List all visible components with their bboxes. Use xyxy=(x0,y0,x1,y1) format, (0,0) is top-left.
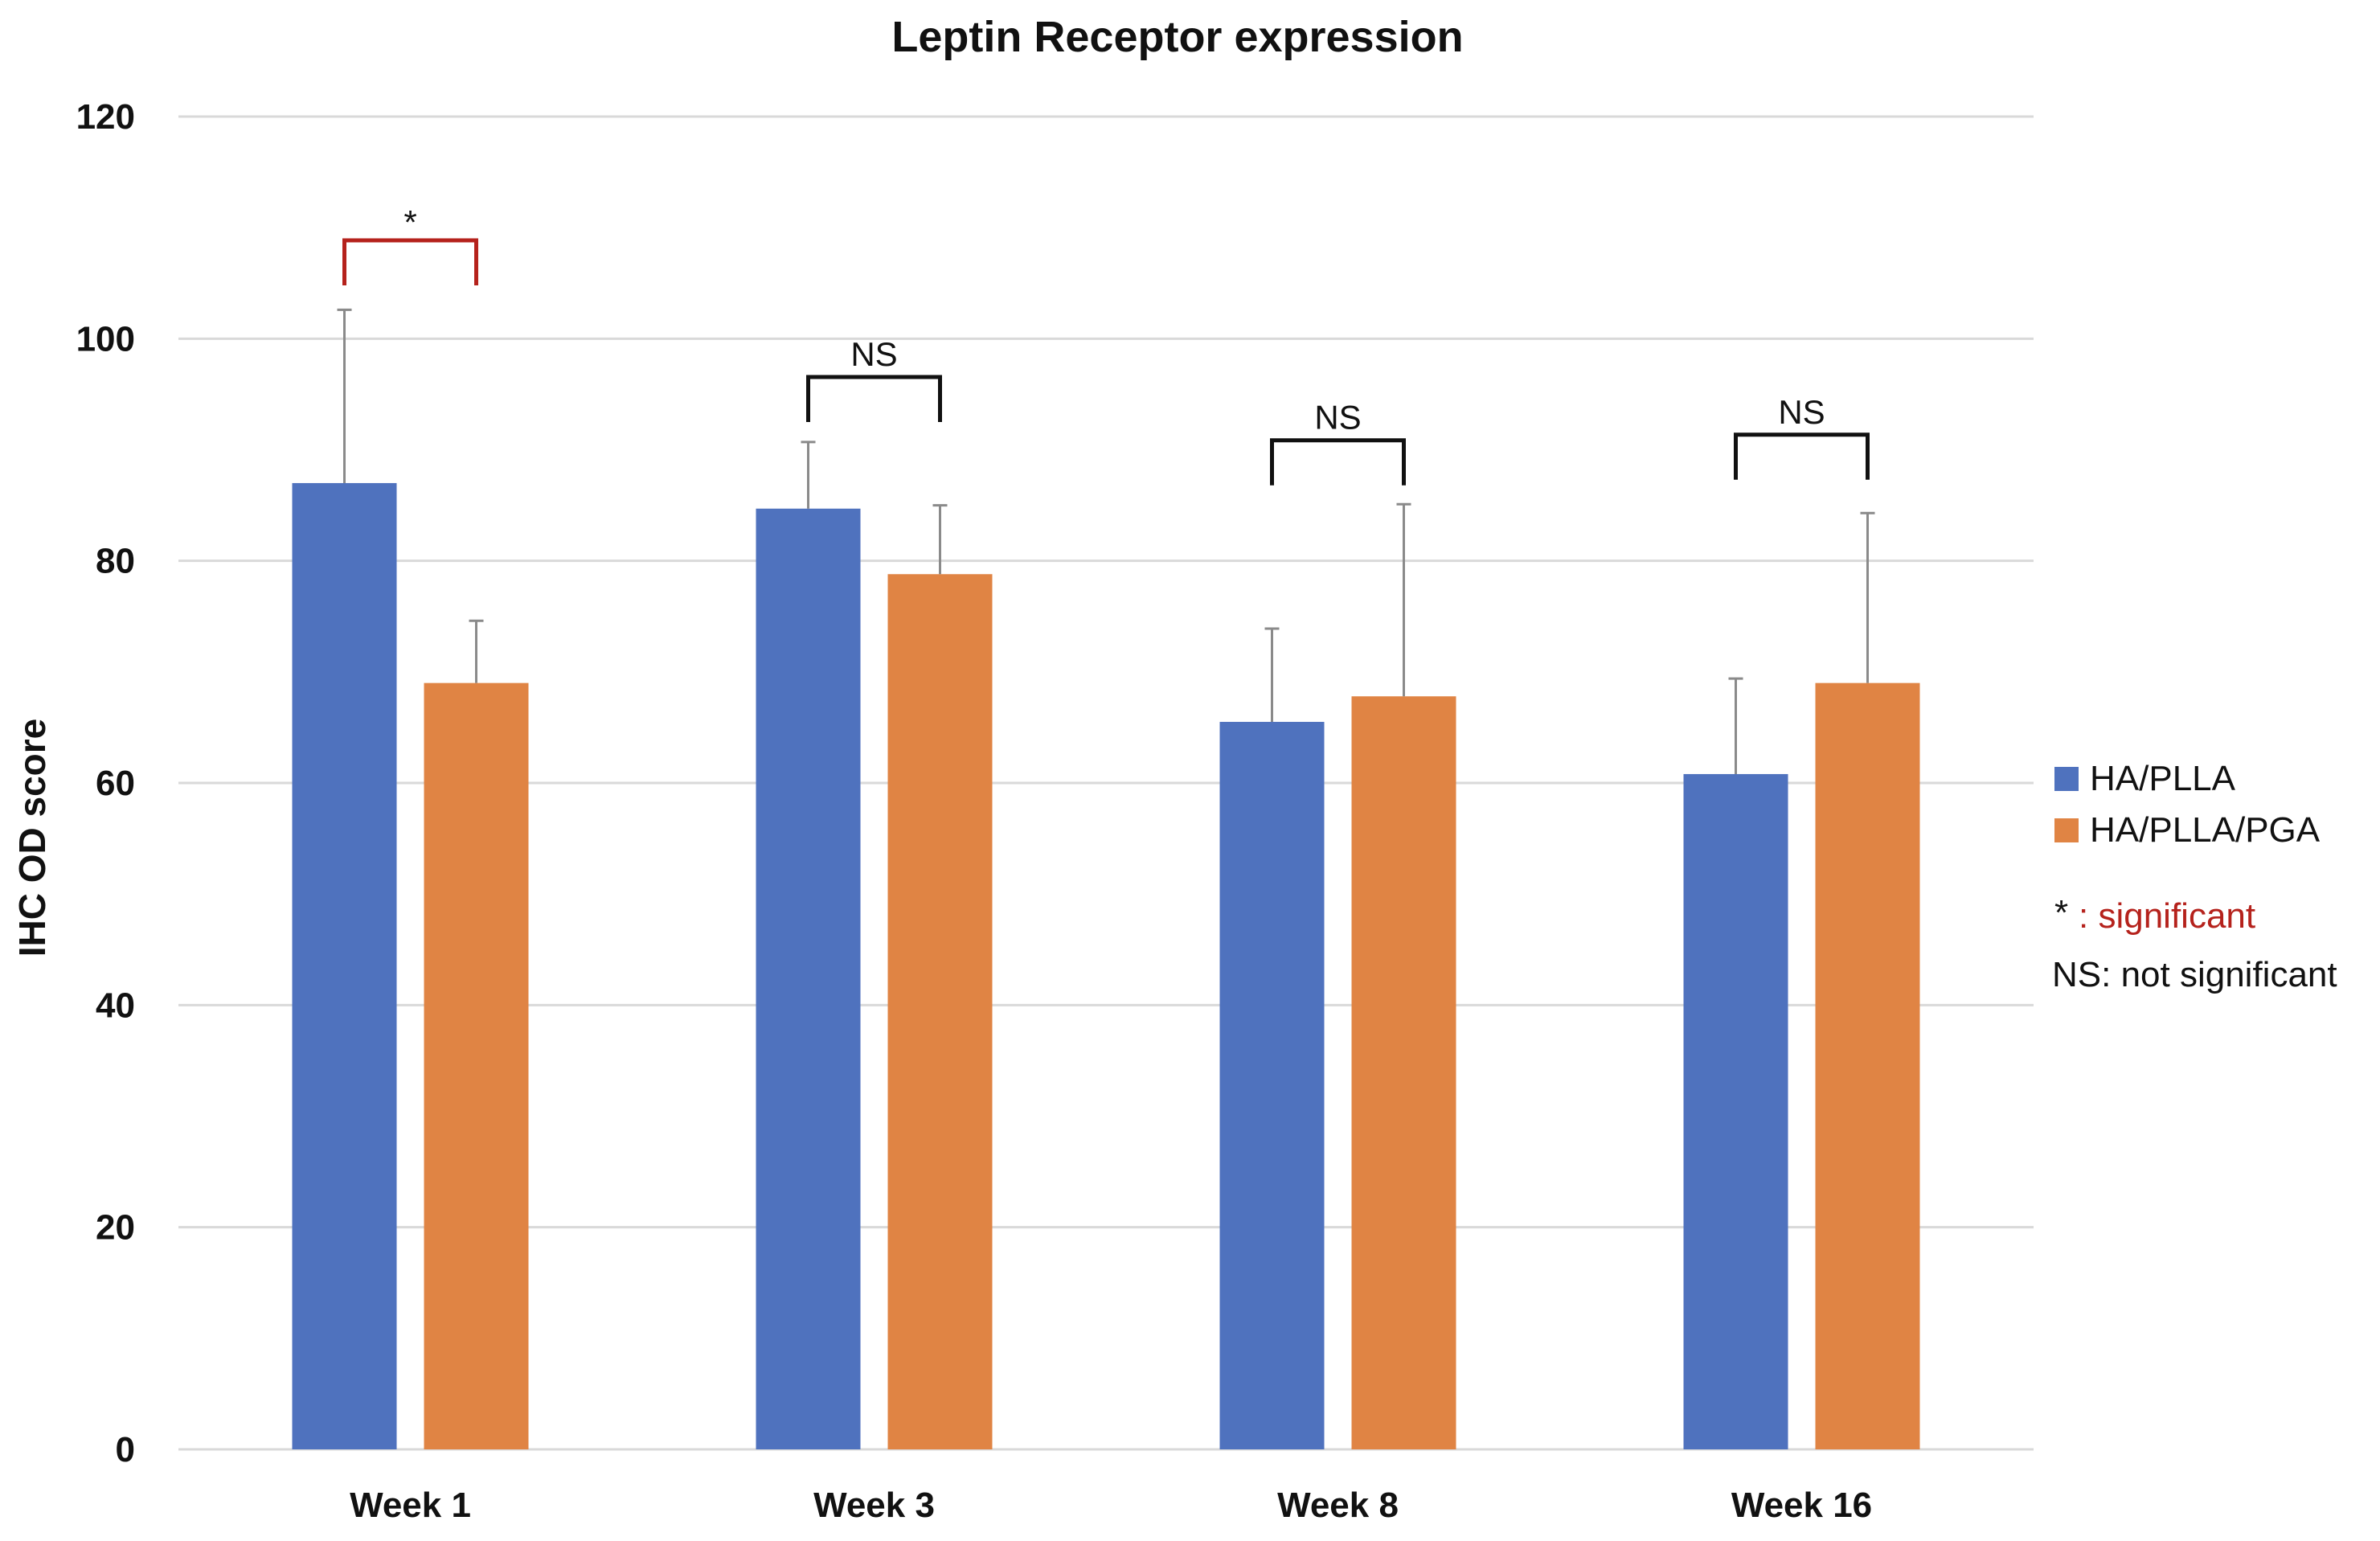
x-category-label: Week 8 xyxy=(1277,1486,1399,1525)
significance-label: NS xyxy=(850,335,897,373)
significance-bracket xyxy=(1734,432,1870,480)
legend-label: HA/PLLA/PGA xyxy=(2090,810,2321,850)
error-bars xyxy=(337,308,1875,774)
bar-ha-plla-pga xyxy=(887,574,993,1450)
y-axis-ticks: 0 20 40 60 80 100 120 xyxy=(76,97,135,1469)
x-category-label: Week 1 xyxy=(350,1486,471,1525)
y-tick-label: 120 xyxy=(76,97,135,137)
legend-swatch xyxy=(2054,767,2079,791)
legend-label: HA/PLLA xyxy=(2090,759,2236,798)
x-category-label: Week 3 xyxy=(813,1486,935,1525)
significance-bracket xyxy=(806,375,942,422)
bar-ha-plla-pga xyxy=(1351,696,1456,1449)
bar-ha-plla-pga xyxy=(424,682,529,1449)
y-tick-label: 80 xyxy=(96,542,135,581)
significance-bracket xyxy=(1270,438,1406,486)
legend: HA/PLLA HA/PLLA/PGA * : significant NS: not … xyxy=(2052,759,2337,994)
y-tick-label: 40 xyxy=(96,986,135,1025)
bar-ha-plla xyxy=(1683,773,1788,1449)
legend-swatch xyxy=(2054,818,2079,842)
chart-title: Leptin Receptor expression xyxy=(891,13,1463,61)
x-axis-category-labels: Week 1 Week 3 Week 8 Week 16 xyxy=(350,1486,1872,1525)
y-axis-title: IHC OD score xyxy=(11,719,53,957)
significance-star: * xyxy=(403,203,416,241)
significance-label: NS xyxy=(1314,399,1361,436)
significance-brackets: * NS NS NS xyxy=(342,203,1870,486)
legend-not-significant-text: NS: not significant xyxy=(2052,955,2337,994)
bars xyxy=(292,482,1920,1450)
y-tick-label: 20 xyxy=(96,1208,135,1248)
y-tick-label: 100 xyxy=(76,319,135,359)
y-tick-label: 0 xyxy=(116,1430,135,1469)
bar-ha-plla xyxy=(292,482,397,1450)
y-tick-label: 60 xyxy=(96,764,135,803)
bar-ha-plla xyxy=(1219,722,1325,1449)
significance-label: NS xyxy=(1778,393,1825,431)
bar-ha-plla xyxy=(756,508,861,1450)
legend-significant-star: * xyxy=(2054,893,2068,932)
bar-ha-plla-pga xyxy=(1815,682,1920,1449)
x-category-label: Week 16 xyxy=(1731,1486,1872,1525)
legend-significant-text: : significant xyxy=(2079,896,2255,936)
significance-bracket xyxy=(342,238,478,286)
